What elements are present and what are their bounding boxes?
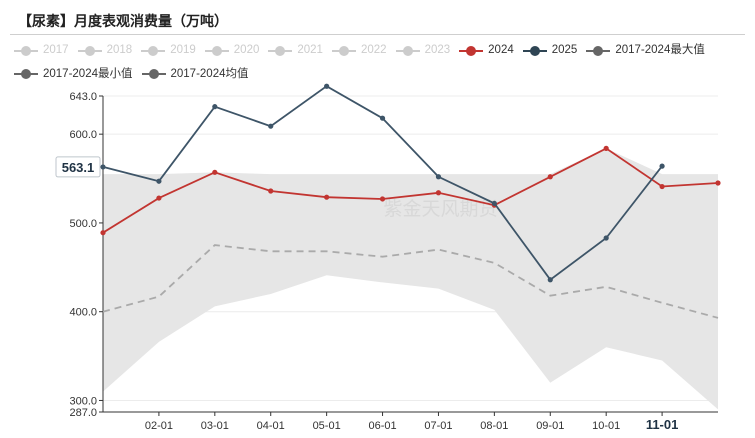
series-line-2017-2024均值 (102, 244, 719, 319)
y-axis-pointer-label: 563.1 (62, 160, 95, 175)
band-area-max-min (103, 148, 718, 410)
x-tick-label: 04-01 (257, 420, 285, 432)
legend-item[interactable]: 2018 (77, 40, 133, 61)
x-tick-label: 02-01 (145, 420, 173, 432)
x-tick-label: 03-01 (201, 420, 229, 432)
legend-line-marker-icon (522, 45, 547, 56)
data-point-2024 (324, 194, 330, 200)
x-tick-label: 06-01 (368, 420, 396, 432)
legend-label: 2017-2024最小值 (43, 67, 133, 80)
legend-item[interactable]: 2017-2024均值 (141, 64, 249, 85)
chart-title: 【尿素】月度表观消费量（万吨） (18, 14, 228, 30)
data-point-2024 (156, 195, 162, 201)
data-point-2024 (715, 180, 721, 186)
legend-line-marker-icon (459, 45, 484, 56)
data-point-2024 (100, 230, 106, 236)
data-point-2025 (547, 277, 553, 283)
data-point-2025 (659, 163, 665, 169)
legend-line-marker-icon (141, 45, 166, 56)
legend-line-marker-icon (14, 45, 38, 56)
legend-label: 2025 (551, 44, 578, 56)
legend-item[interactable]: 2017 (14, 40, 69, 61)
legend-line-marker-icon (77, 45, 102, 56)
y-tick-label: 400.0 (69, 307, 97, 319)
data-point-2025 (435, 174, 442, 180)
x-tick-label: 08-01 (480, 420, 508, 432)
x-tick-label: 07-01 (424, 420, 452, 432)
legend-label: 2024 (488, 44, 514, 56)
legend-line-marker-icon (395, 45, 420, 56)
legend-label: 2017-2024最大值 (615, 44, 705, 56)
data-point-2025 (324, 83, 330, 89)
data-point-2024 (603, 145, 609, 151)
data-point-2024 (379, 196, 386, 202)
watermark: 紫金天风期货 (383, 198, 497, 220)
y-tick-label: 287.0 (69, 407, 97, 419)
legend-line-marker-icon (204, 45, 229, 56)
data-point-2025 (603, 235, 609, 241)
x-tick-label: 05-01 (313, 420, 341, 432)
data-point-2025 (212, 104, 218, 110)
legend-line-marker-icon (586, 45, 611, 56)
legend-line-marker-icon (331, 45, 356, 56)
legend-line-marker-icon (14, 69, 38, 79)
legend-line-marker-icon (141, 69, 166, 79)
data-point-2025 (100, 164, 106, 170)
y-tick-label: 600.0 (69, 129, 97, 141)
legend-label: 2021 (297, 44, 323, 56)
x-tick-label: 09-01 (536, 420, 564, 432)
legend-item[interactable]: 2017-2024最小值 (14, 64, 133, 85)
data-point-2025 (268, 123, 274, 129)
data-point-2025 (156, 178, 162, 184)
y-tick-label: 300.0 (69, 395, 97, 407)
y-tick-label: 500.0 (69, 218, 97, 230)
data-point-2025 (379, 115, 386, 121)
x-tick-label: 10-01 (592, 420, 620, 432)
legend-label: 2022 (360, 44, 387, 56)
legend-item[interactable]: 2025 (522, 40, 578, 61)
legend-item[interactable]: 2022 (331, 40, 387, 61)
legend-label: 2018 (106, 44, 133, 56)
legend-line-marker-icon (268, 45, 293, 56)
data-point-2024 (212, 169, 218, 175)
data-point-2024 (659, 183, 665, 190)
legend-item[interactable]: 2021 (268, 40, 323, 61)
legend-item[interactable]: 2017-2024最大值 (586, 40, 705, 61)
data-point-2024 (268, 188, 274, 194)
legend-label: 2019 (170, 44, 196, 56)
legend-label: 2017 (43, 44, 69, 56)
legend-item[interactable]: 2024 (459, 40, 514, 61)
series-line-2024 (102, 147, 719, 234)
data-point-2024 (435, 190, 442, 196)
legend-label: 2017-2024均值 (170, 67, 249, 80)
legend-label: 2023 (424, 44, 451, 56)
legend-item[interactable]: 2023 (395, 40, 451, 61)
data-point-2024 (547, 174, 553, 180)
legend-item[interactable]: 2020 (204, 40, 260, 61)
data-point-2025 (491, 200, 497, 207)
legend: 2017 2018 2019 2020 2021 2022 2023 2024 2025 2017… (14, 40, 744, 87)
legend-label: 2020 (233, 44, 260, 56)
legend-item[interactable]: 2019 (141, 40, 196, 61)
y-tick-label: 643.0 (69, 91, 97, 103)
title-divider (10, 34, 745, 35)
y-axis-pointer-box (55, 156, 101, 178)
x-tick-label: 11-01 (646, 417, 679, 432)
